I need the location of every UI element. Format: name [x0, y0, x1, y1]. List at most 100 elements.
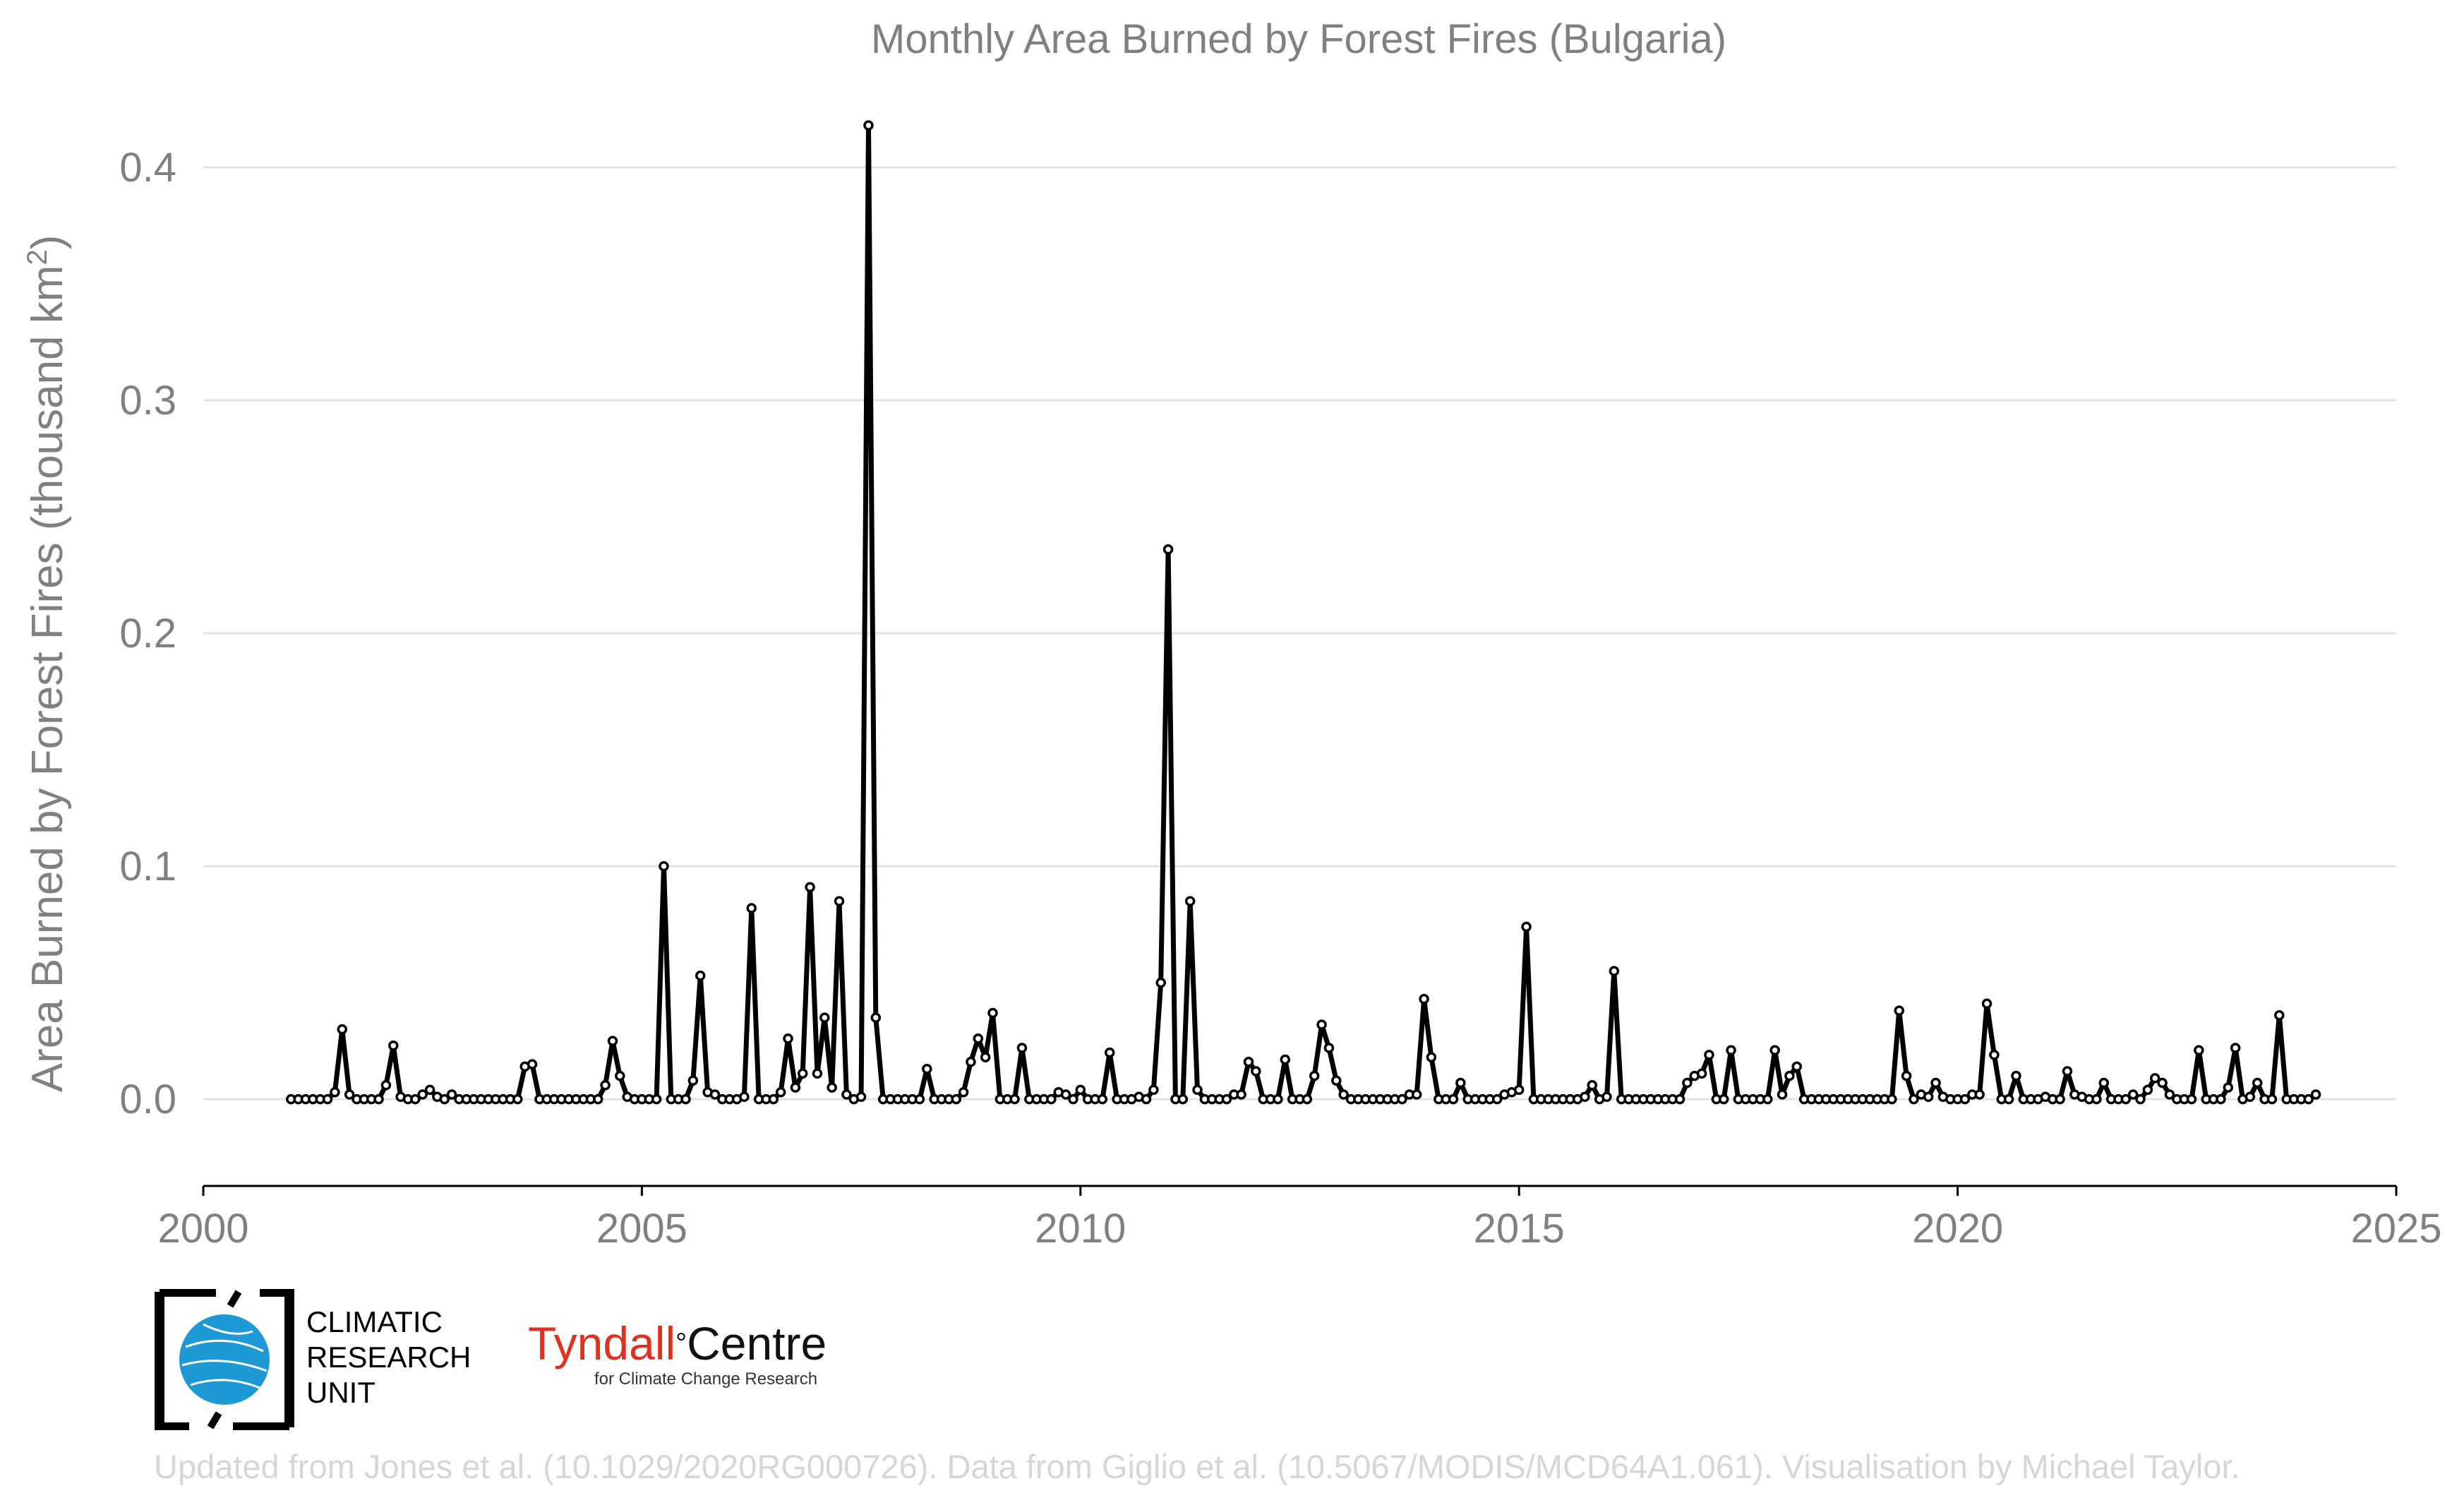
- data-point: [1075, 1084, 1086, 1096]
- data-point: [593, 1093, 603, 1105]
- data-point: [330, 1086, 340, 1098]
- credit-text: Updated from Jones et al. (10.1029/2020R…: [154, 1448, 2240, 1485]
- data-point: [1331, 1075, 1342, 1086]
- data-point: [2127, 1089, 2139, 1100]
- data-point: [1682, 1077, 1693, 1089]
- data-point: [651, 1093, 662, 1105]
- data-point: [855, 1091, 867, 1103]
- data-point: [1587, 1080, 1598, 1091]
- data-point: [914, 1093, 925, 1105]
- data-point: [1959, 1093, 1971, 1105]
- data-point: [841, 1089, 852, 1100]
- data-point: [1338, 1089, 1349, 1100]
- data-point: [2303, 1093, 2314, 1105]
- data-point: [2244, 1091, 2256, 1103]
- x-tick-label: 2000: [157, 1206, 248, 1252]
- data-point: [746, 903, 757, 913]
- data-point: [951, 1093, 961, 1105]
- data-point: [1791, 1061, 1803, 1072]
- data-point: [1243, 1057, 1254, 1067]
- data-point: [2149, 1073, 2160, 1084]
- data-point: [739, 1091, 750, 1103]
- data-point: [1280, 1054, 1291, 1065]
- chart: Monthly Area Burned by Forest Fires (Bul…: [22, 16, 2442, 1252]
- data-point: [1221, 1093, 1232, 1105]
- data-point: [2091, 1093, 2102, 1105]
- data-point: [344, 1089, 355, 1100]
- data-point: [1273, 1093, 1283, 1105]
- data-point: [2186, 1093, 2197, 1105]
- x-tick-label: 2010: [1035, 1206, 1126, 1252]
- data-point: [2216, 1093, 2226, 1105]
- x-axis: 2000 2005 2010 2015 2020 2025: [157, 1185, 2442, 1252]
- data-point: [1580, 1091, 1590, 1103]
- data-point: [2142, 1084, 2153, 1096]
- data-point: [1989, 1050, 2000, 1060]
- data-point: [424, 1084, 435, 1096]
- data-point: [1397, 1093, 1407, 1105]
- data-point: [870, 1012, 882, 1023]
- data-points: [286, 120, 2321, 1105]
- y-tick-label: 0.3: [119, 378, 176, 424]
- data-point: [1162, 544, 1174, 555]
- data-point: [790, 1082, 801, 1093]
- data-point: [2157, 1077, 2168, 1089]
- data-point: [980, 1052, 991, 1062]
- data-point: [1513, 1084, 1525, 1096]
- data-point: [1726, 1045, 1736, 1056]
- data-point: [680, 1093, 691, 1105]
- gridlines: [203, 166, 2396, 1101]
- data-point: [1060, 1089, 1071, 1100]
- data-point: [1177, 1093, 1189, 1105]
- data-point: [2274, 1010, 2285, 1021]
- data-point: [607, 1036, 618, 1046]
- data-point: [1894, 1005, 1904, 1016]
- data-point: [2003, 1093, 2014, 1105]
- data-point: [1148, 1084, 1159, 1096]
- data-point: [380, 1080, 392, 1091]
- y-tick-label: 0.4: [119, 145, 176, 191]
- cru-line-1: CLIMATIC: [306, 1305, 443, 1338]
- y-tick-label: 0.0: [119, 1077, 176, 1122]
- data-point: [2120, 1093, 2132, 1105]
- cru-line-2: RESEARCH: [306, 1341, 471, 1374]
- data-point: [1419, 993, 1429, 1005]
- data-point: [1309, 1070, 1320, 1081]
- data-point: [1068, 1093, 1078, 1105]
- y-axis-label-superscript: 2: [22, 249, 53, 265]
- data-point: [1901, 1070, 1912, 1081]
- data-point: [1192, 1084, 1203, 1096]
- y-axis-label-text: Area Burned by Forest Fires (thousand km: [23, 265, 72, 1093]
- data-point: [709, 1089, 721, 1100]
- data-point: [687, 1075, 699, 1086]
- y-tick-label: 0.2: [119, 611, 176, 656]
- data-point: [797, 1068, 808, 1079]
- data-point: [2062, 1066, 2073, 1077]
- data-point: [1981, 998, 1993, 1009]
- tyndall-logo: Tyndall°Centre: [528, 1319, 827, 1368]
- data-point: [2055, 1093, 2065, 1105]
- data-point: [1104, 1047, 1115, 1058]
- data-point: [1016, 1043, 1028, 1053]
- cru-logo-text: CLIMATIC RESEARCH UNIT: [306, 1305, 471, 1410]
- y-axis-label: Area Burned by Forest Fires (thousand km…: [22, 235, 72, 1093]
- data-point: [1769, 1045, 1780, 1056]
- data-point: [1704, 1050, 1714, 1060]
- data-point: [1777, 1089, 1788, 1100]
- x-tick-label: 2020: [1912, 1206, 2003, 1252]
- data-point: [1302, 1093, 1313, 1105]
- data-point: [1909, 1093, 1919, 1105]
- data-point: [1521, 921, 1532, 933]
- data-point: [322, 1093, 333, 1105]
- y-axis-ticks: 0.0 0.1 0.2 0.3 0.4: [119, 145, 176, 1122]
- data-point: [1696, 1068, 1707, 1079]
- tyndall-name: Tyndall: [528, 1317, 676, 1369]
- data-point: [1316, 1019, 1327, 1030]
- tyndall-degree: °: [675, 1328, 687, 1359]
- data-point: [827, 1082, 837, 1093]
- data-point: [1455, 1077, 1466, 1089]
- data-point: [2252, 1077, 2263, 1089]
- y-axis-label-close: ): [23, 235, 72, 250]
- data-point: [417, 1089, 428, 1100]
- data-point: [600, 1080, 611, 1091]
